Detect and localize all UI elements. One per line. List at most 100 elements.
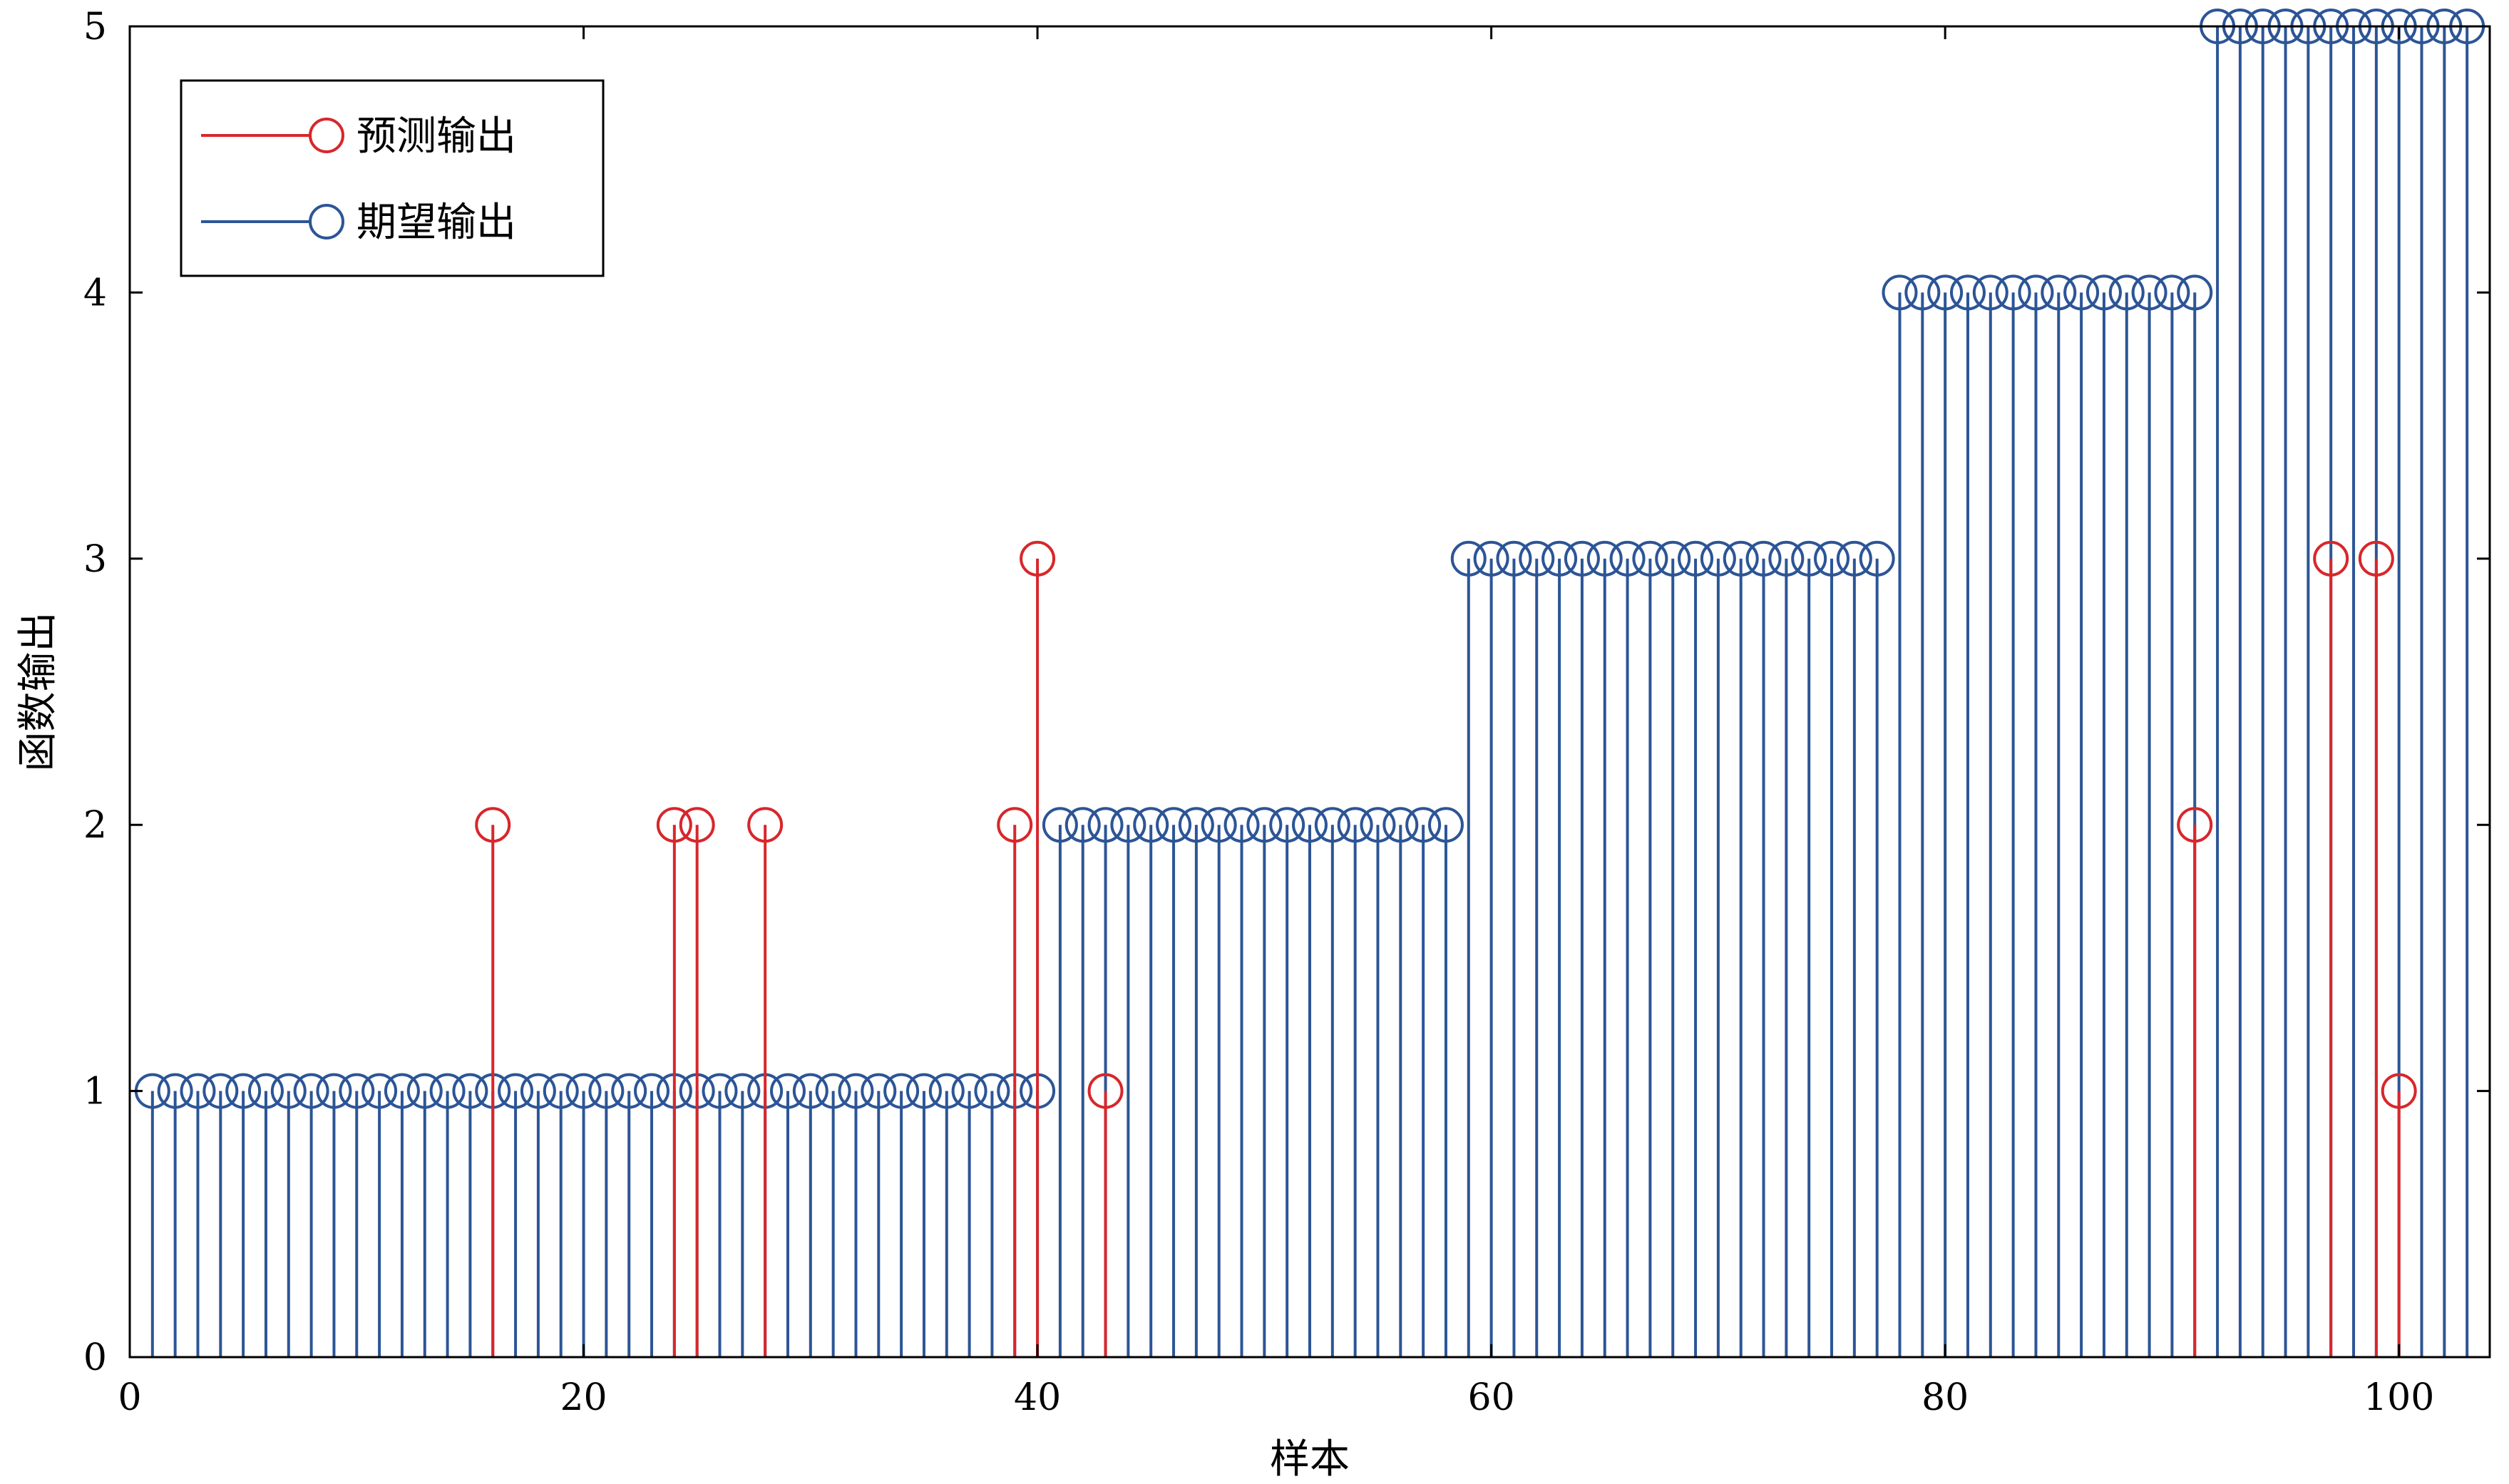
stem-marker <box>293 1073 329 1109</box>
stem-marker <box>1768 540 1805 577</box>
y-tick-label: 4 <box>83 272 107 314</box>
y-tick-label: 0 <box>83 1336 107 1379</box>
stem-marker <box>1360 807 1396 843</box>
stem-marker <box>724 1073 761 1109</box>
stem-marker <box>2381 1073 2417 1109</box>
stem-marker <box>1678 540 1714 577</box>
x-tick-label: 80 <box>1921 1376 1969 1419</box>
predicted-output-series <box>475 540 2417 1357</box>
stem-marker <box>1314 807 1350 843</box>
stem-marker <box>1609 540 1646 577</box>
stem-marker <box>1064 807 1101 843</box>
stem-marker <box>1178 807 1214 843</box>
stem-marker <box>861 1073 897 1109</box>
stem-marker <box>475 807 511 843</box>
stem-marker <box>1473 540 1509 577</box>
stem-marker <box>520 1073 556 1109</box>
stem-marker <box>1723 540 1759 577</box>
stem-marker <box>339 1073 375 1109</box>
stem-marker <box>974 1073 1010 1109</box>
stem-marker <box>1087 1073 1124 1109</box>
stem-marker <box>883 1073 920 1109</box>
stem-marker <box>1882 274 1918 311</box>
stem-marker <box>1292 807 1328 843</box>
stem-marker <box>1405 807 1442 843</box>
stem-marker <box>815 1073 851 1109</box>
stem-marker <box>406 1073 443 1109</box>
stem-marker <box>2313 540 2349 577</box>
stem-marker <box>1904 274 1941 311</box>
stem-marker <box>588 1073 625 1109</box>
stem-marker <box>1814 540 1850 577</box>
stem-marker <box>1201 807 1237 843</box>
stem-marker <box>429 1073 466 1109</box>
stem-marker <box>1791 540 1827 577</box>
x-axis-label: 样本 <box>1270 1436 1350 1483</box>
stem-marker <box>951 1073 987 1109</box>
stem-marker <box>1564 540 1600 577</box>
stem-marker <box>2085 274 2122 311</box>
stem-marker <box>747 807 784 843</box>
stem-marker <box>1496 540 1532 577</box>
stem-marker <box>270 1073 307 1109</box>
stem-marker <box>928 1073 965 1109</box>
stem-marker <box>1156 807 1192 843</box>
x-tick-label: 60 <box>1468 1376 1515 1419</box>
stem-marker <box>1246 807 1283 843</box>
stem-marker <box>180 1073 216 1109</box>
y-tick-label: 1 <box>83 1071 107 1113</box>
stem-marker <box>2177 274 2213 311</box>
stem-marker <box>1269 807 1305 843</box>
y-axis-label: 函数输出 <box>15 612 61 772</box>
x-tick-label: 0 <box>118 1376 141 1419</box>
stem-marker <box>1836 540 1872 577</box>
stem-marker <box>1927 274 1964 311</box>
legend-label-expected: 期望输出 <box>356 200 516 246</box>
stem-marker <box>1700 540 1736 577</box>
stem-marker <box>1655 540 1691 577</box>
stem-marker <box>1110 807 1146 843</box>
stem-marker <box>498 1073 534 1109</box>
stem-marker <box>1223 807 1260 843</box>
stem-marker <box>2041 274 2077 311</box>
stem-marker <box>2131 274 2167 311</box>
stem-marker <box>1586 540 1623 577</box>
stem-marker <box>316 1073 352 1109</box>
stem-marker <box>1020 540 1056 577</box>
axis-ticks: 0 20 40 60 80 100 0 1 2 3 4 5 <box>83 6 2490 1419</box>
stem-marker <box>2108 274 2145 311</box>
stem-marker <box>1087 807 1124 843</box>
stem-marker <box>1133 807 1169 843</box>
stem-marker <box>997 807 1033 843</box>
stem-marker <box>1859 540 1895 577</box>
stem-marker <box>247 1073 284 1109</box>
x-tick-label: 100 <box>2364 1376 2434 1419</box>
legend-marker-predicted <box>309 118 344 153</box>
legend-box <box>180 79 605 277</box>
stem-marker <box>656 807 692 843</box>
stem-marker <box>543 1073 579 1109</box>
stem-marker <box>1541 540 1578 577</box>
stem-marker <box>634 1073 670 1109</box>
plot-area-frame <box>128 25 2491 1359</box>
legend-marker-expected <box>309 204 344 239</box>
stem-marker <box>361 1073 398 1109</box>
stem-marker <box>1995 274 2031 311</box>
y-tick-label: 5 <box>83 6 107 48</box>
stem-marker <box>702 1073 738 1109</box>
legend-label-predicted: 预测输出 <box>356 113 516 160</box>
stem-marker <box>2154 274 2190 311</box>
stem-marker <box>1042 807 1078 843</box>
stem-marker <box>1337 807 1373 843</box>
stem-marker <box>565 1073 602 1109</box>
stem-marker <box>792 1073 828 1109</box>
stem-marker <box>1450 540 1487 577</box>
x-tick-label: 20 <box>560 1376 607 1419</box>
y-tick-label: 2 <box>83 804 107 847</box>
stem-marker <box>2063 274 2100 311</box>
legend: 预测输出 期望输出 <box>180 79 605 277</box>
stem-marker <box>679 807 715 843</box>
stem-marker <box>1382 807 1419 843</box>
x-tick-label: 40 <box>1014 1376 1061 1419</box>
